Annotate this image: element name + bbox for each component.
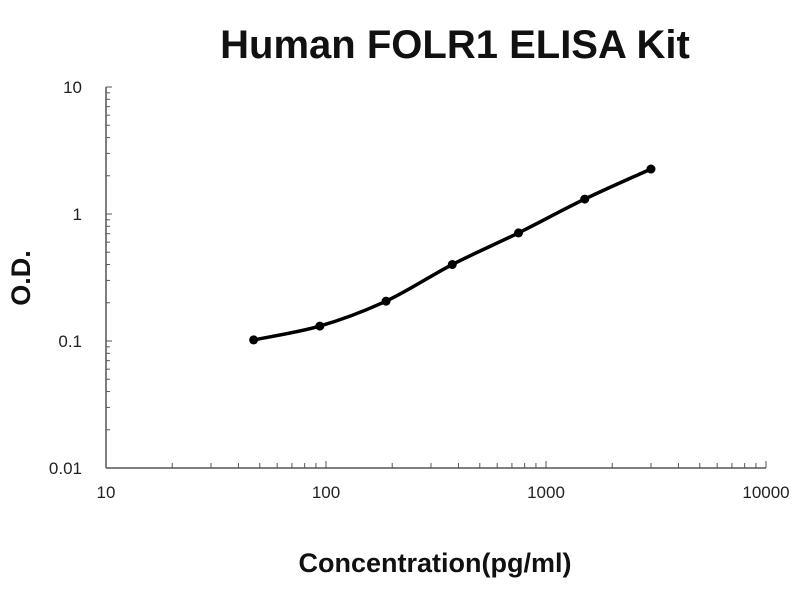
chart-title: Human FOLR1 ELISA Kit xyxy=(220,23,690,67)
fit-curve xyxy=(251,167,653,342)
data-point xyxy=(315,321,325,331)
data-point xyxy=(447,260,457,270)
y-tick-label: 1 xyxy=(73,205,82,224)
y-tick-label: 0.1 xyxy=(58,332,82,351)
data-point xyxy=(381,296,391,306)
x-tick-label: 10000 xyxy=(742,483,789,502)
y-tick-label: 0.01 xyxy=(49,459,82,478)
data-point xyxy=(580,194,590,204)
x-tick-label: 100 xyxy=(312,483,340,502)
x-tick-label: 10 xyxy=(97,483,116,502)
x-axis-label: Concentration(pg/ml) xyxy=(299,548,572,578)
x-tick-label: 1000 xyxy=(527,483,565,502)
y-axis-label: O.D. xyxy=(6,250,36,306)
data-point xyxy=(249,335,259,345)
data-point xyxy=(646,164,656,174)
data-point xyxy=(514,228,524,238)
y-tick-label: 10 xyxy=(63,78,82,97)
